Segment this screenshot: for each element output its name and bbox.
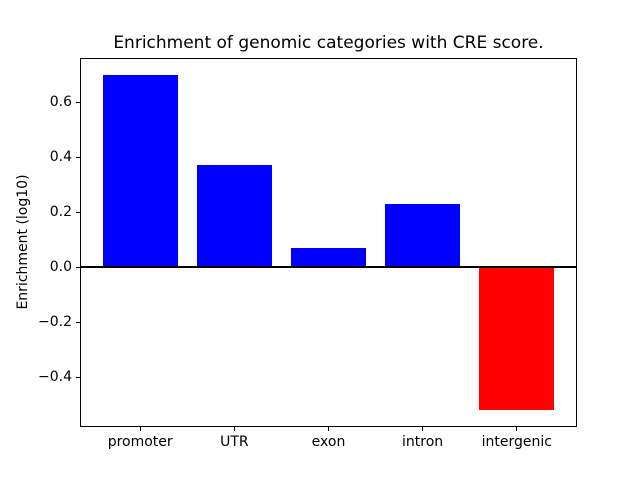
x-tick-mark [516,427,518,431]
x-tick-label-intron: intron [402,434,444,450]
bar-UTR [196,165,272,268]
zero-line [80,266,577,269]
x-tick-label-promoter: promoter [107,434,173,450]
y-axis-label: Enrichment (log10) [15,174,31,310]
y-tick-mark [76,321,80,323]
x-tick-label-intergenic: intergenic [481,434,552,450]
bar-exon [290,248,367,268]
y-tick-label: −0.2 [38,314,72,331]
x-tick-label-UTR: UTR [220,434,249,450]
y-tick-mark [76,266,80,268]
bar-promoter [102,74,178,268]
y-tick-label: 0.6 [49,94,72,111]
y-tick-label: 0.4 [49,149,72,166]
chart-title: Enrichment of genomic categories with CR… [113,33,544,53]
y-tick-label: −0.4 [38,369,72,386]
x-tick-mark [328,427,329,431]
y-tick-mark [76,376,80,378]
y-tick-mark [76,211,80,213]
y-tick-mark [76,156,80,158]
bar-intron [385,203,461,268]
y-tick-mark [76,101,80,103]
x-tick-mark [139,427,141,431]
y-tick-label: 0.0 [49,259,72,276]
x-tick-label-exon: exon [311,434,346,450]
y-tick-label: 0.2 [49,204,72,221]
x-tick-mark [233,427,235,431]
x-tick-mark [422,427,424,431]
bar-intergenic [479,267,555,411]
